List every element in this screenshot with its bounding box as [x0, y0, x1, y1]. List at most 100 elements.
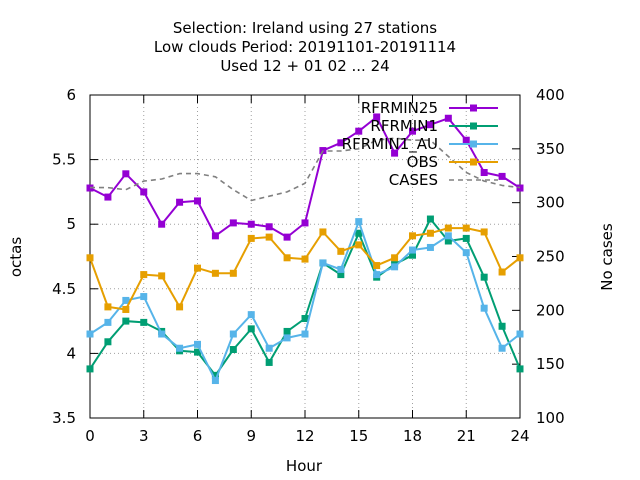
data-point [426, 215, 434, 223]
data-point [265, 358, 273, 366]
data-point [283, 254, 291, 262]
series-cases [90, 137, 521, 202]
series-rfrmin1-au [86, 218, 524, 385]
data-point [229, 330, 237, 338]
legend-label: RFRMIN25 [361, 99, 438, 117]
data-point [391, 149, 399, 157]
data-point [337, 265, 345, 273]
data-point [104, 318, 112, 326]
data-point [516, 330, 524, 338]
data-point [158, 220, 166, 228]
series-rfrmin1 [86, 215, 524, 379]
data-point [498, 268, 506, 276]
data-point [516, 365, 524, 373]
y2-axis-label: No cases [598, 223, 616, 291]
data-point [194, 348, 201, 356]
x-tick-label: 9 [246, 427, 256, 445]
data-point [140, 293, 148, 301]
data-point [283, 334, 291, 342]
data-point [265, 233, 273, 241]
data-point [426, 243, 434, 251]
y2-tick-label: 250 [536, 248, 565, 266]
data-point [86, 365, 94, 373]
x-tick-label: 18 [403, 427, 422, 445]
legend-label: OBS [407, 153, 438, 171]
data-point [140, 318, 148, 326]
data-point [301, 330, 309, 338]
chart-titles: Selection: Ireland using 27 stations Low… [7, 19, 616, 475]
data-point [176, 303, 184, 311]
data-point [426, 121, 434, 129]
data-point [301, 219, 309, 227]
data-point [211, 377, 219, 385]
data-point [86, 330, 94, 338]
y-tick-label: 6 [66, 86, 76, 104]
y-axis-label: octas [7, 237, 25, 277]
data-point [337, 271, 345, 279]
data-point [516, 184, 524, 192]
data-point [158, 330, 166, 338]
data-point [498, 322, 506, 330]
data-point [444, 224, 452, 232]
series-rfrmin25 [86, 113, 524, 241]
x-axis-label: Hour [286, 457, 323, 475]
data-point [337, 247, 345, 255]
data-point [462, 224, 470, 232]
data-point [337, 139, 345, 147]
data-point [158, 272, 166, 280]
y2-tick-label: 350 [536, 140, 565, 158]
y2-tick-label: 100 [536, 409, 565, 427]
data-point [122, 317, 130, 325]
data-point [265, 223, 273, 231]
data-point [194, 340, 201, 348]
series-lines [86, 113, 524, 385]
data-point [247, 234, 255, 242]
data-point [319, 259, 327, 267]
data-point [480, 273, 488, 281]
y2-tick-label: 400 [536, 86, 565, 104]
data-point [229, 219, 237, 227]
y-tick-label: 5.5 [52, 151, 76, 169]
data-point [409, 232, 416, 240]
legend-marker [470, 158, 477, 166]
series-obs [86, 224, 524, 313]
x-tick-label: 21 [457, 427, 476, 445]
data-point [444, 232, 452, 240]
data-point [498, 344, 506, 352]
data-point [247, 220, 255, 228]
data-point [444, 114, 452, 122]
data-point [229, 346, 237, 354]
data-point [426, 229, 434, 237]
legend-label: CASES [389, 171, 438, 189]
data-point [229, 269, 237, 277]
data-point [498, 172, 506, 180]
data-point [104, 303, 112, 311]
data-point [211, 232, 219, 240]
data-point [140, 188, 148, 196]
data-point [444, 237, 452, 245]
data-point [462, 234, 470, 242]
legend-label: RFRMIN1_AU [342, 135, 438, 154]
data-point [283, 233, 291, 241]
chart-title-line-1: Selection: Ireland using 27 stations [173, 19, 437, 37]
data-point [194, 197, 201, 205]
legend-marker [470, 104, 477, 112]
data-point [355, 241, 363, 249]
data-point [86, 254, 94, 262]
data-point [480, 304, 488, 312]
data-point [516, 254, 524, 262]
legend-marker [470, 140, 477, 148]
data-point [122, 305, 130, 313]
data-point [373, 271, 381, 279]
x-tick-label: 15 [349, 427, 368, 445]
data-point [355, 218, 363, 226]
data-point [176, 198, 184, 206]
y-tick-label: 3.5 [52, 409, 76, 427]
data-point [480, 228, 488, 236]
axes: 0 3 6 9 12 15 18 21 24 3.5 4 4.5 5 5.5 6 100 150 200 250 30… [52, 86, 565, 445]
x-tick-label: 12 [295, 427, 314, 445]
data-point [462, 249, 470, 257]
data-point [355, 229, 363, 237]
